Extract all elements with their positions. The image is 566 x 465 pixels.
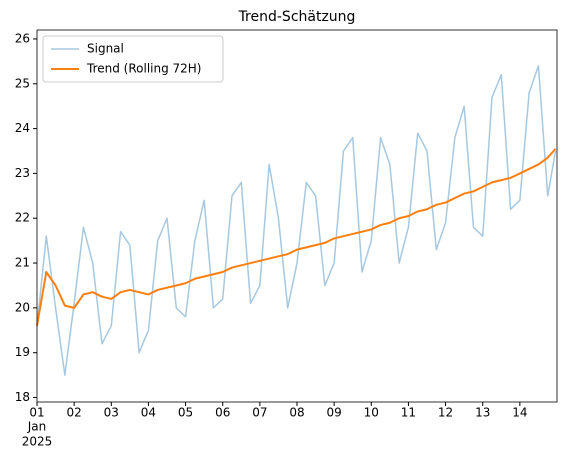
y-tick-label: 26 xyxy=(15,31,30,45)
y-tick-label: 19 xyxy=(15,345,30,359)
x-tick-label: 12 xyxy=(438,406,453,420)
x-tick-label: 10 xyxy=(364,406,379,420)
x-tick-label: 08 xyxy=(289,406,304,420)
legend-label: Trend (Rolling 72H) xyxy=(86,62,202,76)
y-tick-label: 20 xyxy=(15,300,30,314)
x-tick-label: 04 xyxy=(141,406,156,420)
y-tick-label: 18 xyxy=(15,390,30,404)
y-tick-label: 24 xyxy=(15,121,30,135)
legend-box xyxy=(42,35,224,83)
y-tick-label: 22 xyxy=(15,211,30,225)
series-line xyxy=(36,148,557,326)
x-tick-label: 06 xyxy=(215,406,230,420)
x-tick-label: 11 xyxy=(401,406,416,420)
x-tick-label: 02 xyxy=(67,406,82,420)
series-line xyxy=(36,65,557,376)
x-tick-label: 05 xyxy=(178,406,193,420)
x-tick-label: 13 xyxy=(475,406,490,420)
y-tick-label: 23 xyxy=(15,166,30,180)
y-tick-label: 21 xyxy=(15,256,30,270)
plot-frame xyxy=(36,29,558,403)
x-tick-label: 07 xyxy=(252,406,267,420)
x-tick-label: 01 xyxy=(29,406,44,420)
x-year-label: 2025 xyxy=(22,435,53,449)
y-tick-label: 25 xyxy=(15,76,30,90)
x-tick-label: 14 xyxy=(512,406,527,420)
x-month-label: Jan xyxy=(27,420,47,434)
chart-title: Trend-Schätzung xyxy=(238,9,356,25)
x-tick-label: 03 xyxy=(104,406,119,420)
x-tick-label: 09 xyxy=(327,406,342,420)
legend-label: Signal xyxy=(87,42,124,56)
